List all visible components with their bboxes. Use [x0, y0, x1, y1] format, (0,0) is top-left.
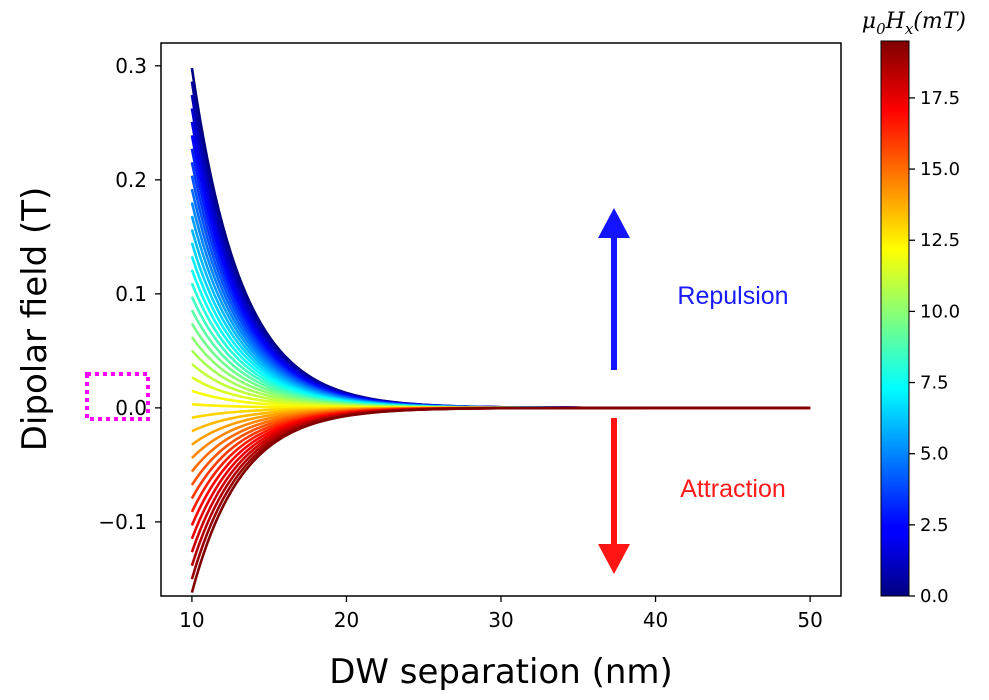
colorbar-title-subx: x [905, 20, 914, 38]
y-tick-label: 0.3 [115, 54, 147, 78]
highlight-box [85, 372, 150, 421]
repulsion-label: Repulsion [677, 282, 788, 310]
x-tick-label: 50 [797, 608, 822, 632]
x-tick-label: 30 [488, 608, 513, 632]
attraction-annotation: Attraction [598, 418, 786, 574]
colorbar-tick-label: 10.0 [920, 301, 960, 322]
y-axis-ticks: −0.1 0.0 0.1 0.2 0.3 [98, 54, 161, 534]
colorbar-title: μ0Hx(mT) [862, 9, 966, 38]
series-line [190, 255, 811, 410]
y-axis-label: Dipolar field (T) [15, 187, 55, 452]
series-line [190, 296, 811, 410]
x-tick-label: 40 [643, 608, 668, 632]
colorbar-tick-label: 2.5 [920, 515, 949, 536]
series-line [190, 406, 811, 593]
x-axis-label: DW separation (nm) [329, 652, 673, 692]
colorbar-tick-label: 12.5 [920, 230, 960, 251]
colorbar-tick-label: 17.5 [920, 88, 960, 109]
series-line [190, 242, 811, 410]
series-line [190, 406, 811, 486]
series-line [190, 406, 811, 473]
colorbar-title-unit: (mT) [913, 9, 966, 34]
y-tick-label: −0.1 [98, 510, 147, 534]
x-tick-label: 20 [334, 608, 359, 632]
colorbar-ticks: 0.0 2.5 5.0 7.5 10.0 12.5 15.0 17.5 [909, 88, 960, 607]
colorbar-title-sub0: 0 [876, 20, 886, 38]
colorbar-tick-label: 7.5 [920, 373, 949, 394]
colorbar-tick-label: 0.0 [920, 586, 949, 607]
y-tick-label: 0.1 [115, 282, 147, 306]
colorbar-title-mu: μ [862, 9, 876, 34]
x-tick-label: 10 [179, 608, 204, 632]
plot-frame [160, 42, 842, 597]
series-group [190, 67, 811, 593]
colorbar-title-h: H [885, 9, 906, 34]
x-axis-ticks: 10 20 30 40 50 [179, 596, 823, 632]
repulsion-annotation: Repulsion [598, 208, 789, 370]
colorbar-tick-label: 5.0 [920, 444, 949, 465]
series-line [190, 406, 811, 540]
colorbar-tick-label: 15.0 [920, 159, 960, 180]
y-tick-label: 0.2 [115, 168, 147, 192]
y-tick-label: 0.0 [115, 396, 147, 420]
attraction-arrow-head [598, 544, 630, 574]
attraction-label: Attraction [680, 475, 786, 503]
series-line [190, 406, 811, 526]
repulsion-arrow-head [598, 208, 630, 238]
colorbar [880, 40, 910, 597]
